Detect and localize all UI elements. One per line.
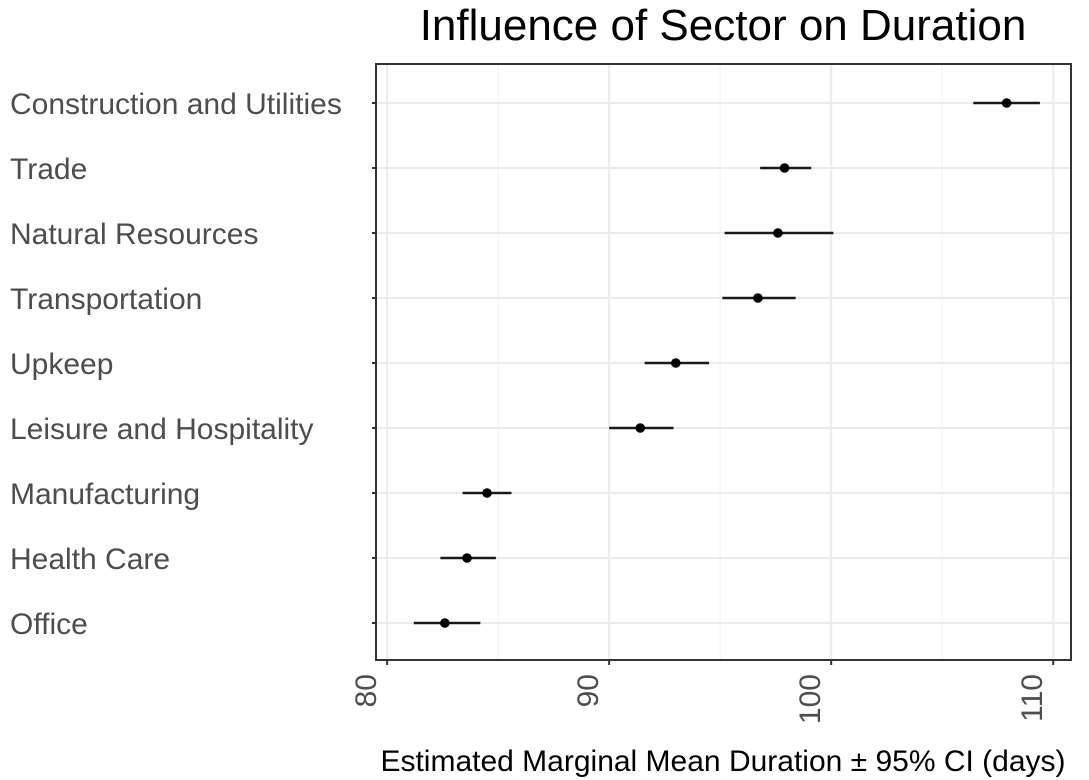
data-point bbox=[482, 488, 492, 498]
x-tick-label: 80 bbox=[350, 674, 383, 707]
y-tick-label: Construction and Utilities bbox=[10, 88, 342, 121]
chart-title: Influence of Sector on Duration bbox=[420, 1, 1027, 50]
plot-marks bbox=[413, 98, 1040, 628]
y-tick-label: Health Care bbox=[10, 543, 170, 576]
data-point bbox=[753, 293, 763, 303]
y-tick-label: Manufacturing bbox=[10, 478, 200, 511]
data-point bbox=[1001, 98, 1012, 108]
data-point bbox=[670, 358, 681, 368]
data-point bbox=[635, 423, 646, 433]
x-tick-label: 100 bbox=[794, 674, 827, 724]
data-point bbox=[773, 228, 783, 238]
y-tick-label: Trade bbox=[10, 153, 87, 186]
x-tick-label: 90 bbox=[572, 674, 605, 707]
y-tick-label: Leisure and Hospitality bbox=[10, 413, 314, 446]
grid bbox=[376, 64, 1071, 660]
data-point bbox=[462, 553, 472, 563]
data-point bbox=[440, 618, 450, 628]
axis-labels: Construction and Utilities Trade Natural R… bbox=[10, 88, 1055, 724]
y-tick-label: Office bbox=[10, 608, 88, 641]
y-tick-label: Natural Resources bbox=[10, 218, 258, 251]
y-tick-label: Transportation bbox=[10, 283, 202, 316]
x-axis-title: Estimated Marginal Mean Duration ± 95% C… bbox=[380, 745, 1065, 778]
y-tick-label: Upkeep bbox=[10, 348, 113, 381]
x-tick-label: 110 bbox=[1016, 674, 1049, 722]
data-point bbox=[779, 163, 790, 173]
